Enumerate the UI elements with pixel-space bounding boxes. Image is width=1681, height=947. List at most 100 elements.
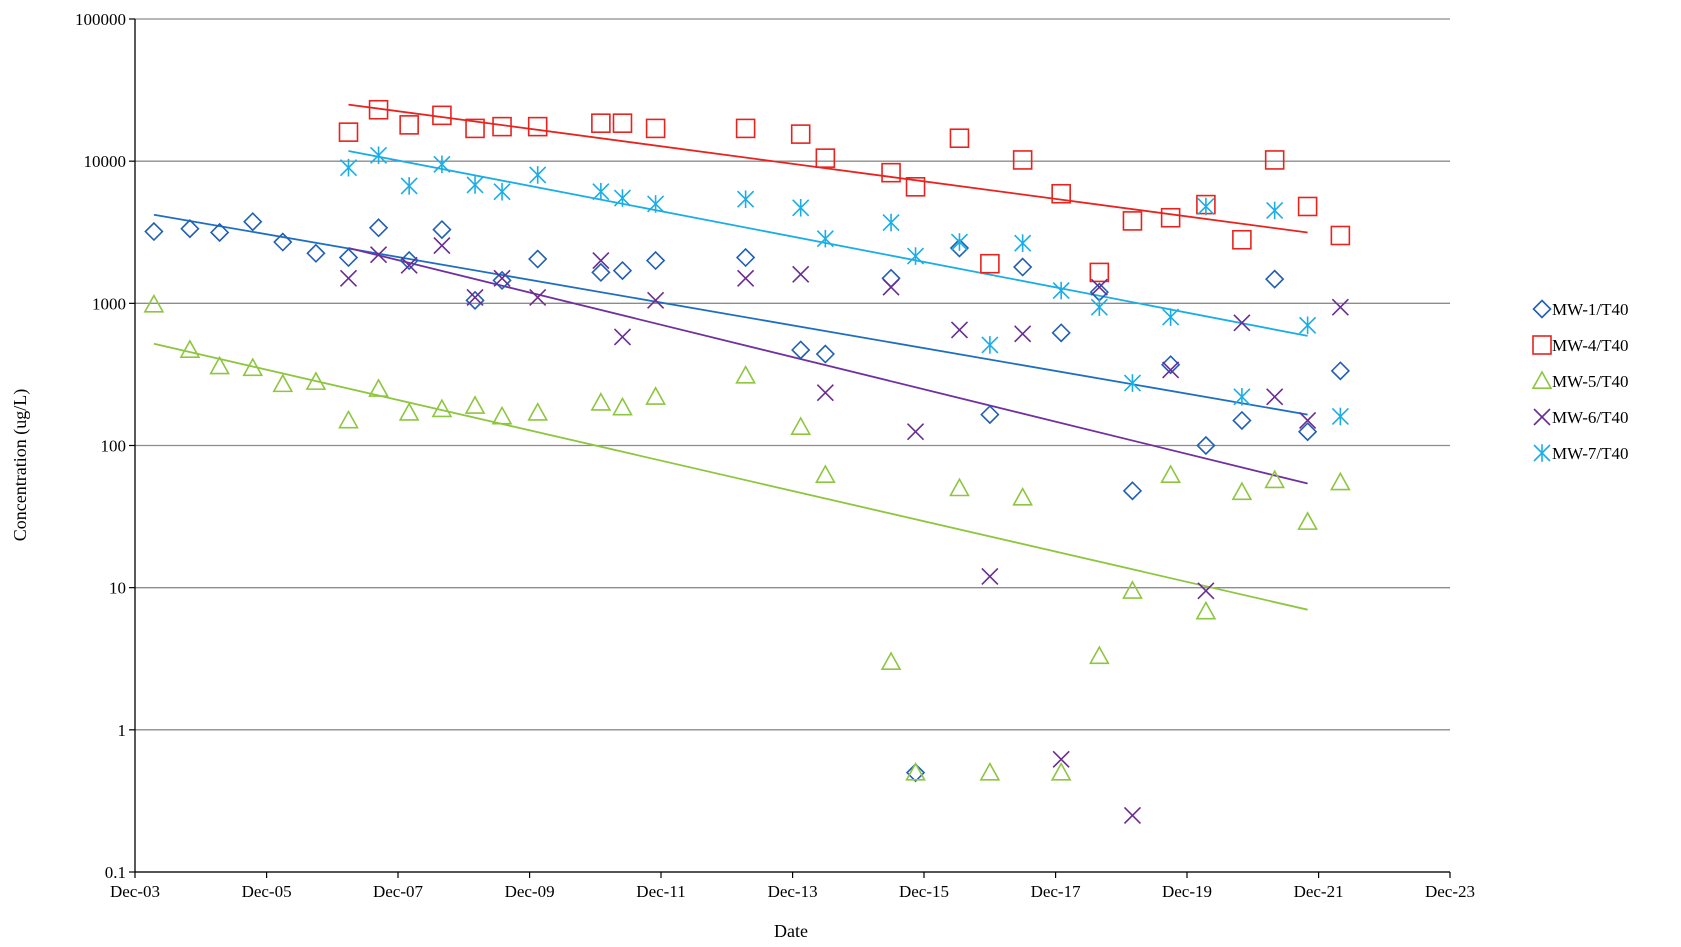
point-mw-7-t40 [737, 190, 755, 209]
y-tick-label: 100000 [75, 10, 126, 29]
point-mw-4-t40 [492, 116, 512, 137]
point-mw-6-t40 [1014, 325, 1032, 343]
point-mw-1-t40 [591, 262, 611, 283]
point-mw-1-t40 [735, 247, 756, 268]
point-mw-1-t40 [180, 219, 200, 239]
point-mw-7-t40 [339, 158, 358, 177]
point-mw-5-t40 [305, 371, 327, 390]
point-mw-7-t40 [529, 166, 547, 184]
point-mw-4-t40 [815, 148, 836, 168]
point-mw-4-t40 [645, 118, 666, 139]
legend-label: MW-4/T40 [1552, 336, 1629, 355]
point-mw-7-t40 [592, 182, 610, 201]
y-tick-label: 100 [101, 437, 127, 456]
point-mw-1-t40 [980, 404, 1000, 425]
point-mw-1-t40 [209, 222, 230, 243]
point-mw-6-t40 [1123, 806, 1142, 824]
legend-marker [1533, 408, 1551, 426]
point-mw-6-t40 [792, 265, 810, 283]
x-tick-label: Dec-17 [1031, 882, 1082, 901]
point-mw-1-t40 [1013, 257, 1033, 277]
data-points [143, 99, 1351, 824]
x-tick-label: Dec-21 [1294, 882, 1344, 901]
point-mw-1-t40 [465, 290, 485, 310]
point-mw-1-t40 [905, 762, 926, 783]
point-mw-1-t40 [368, 218, 389, 238]
point-mw-1-t40 [492, 270, 512, 291]
point-mw-1-t40 [1297, 422, 1318, 442]
trend-lines [153, 103, 1308, 611]
point-mw-7-t40 [466, 176, 484, 194]
point-mw-5-t40 [1231, 481, 1253, 501]
trend-line-mw-4-t40 [348, 103, 1308, 234]
point-mw-1-t40 [881, 268, 901, 288]
point-mw-5-t40 [1330, 471, 1351, 491]
y-axis-label: Concentration (ug/L) [10, 389, 31, 541]
point-mw-1-t40 [949, 238, 970, 258]
point-mw-6-t40 [816, 384, 834, 402]
point-mw-7-t40 [792, 198, 810, 217]
point-mw-1-t40 [1122, 481, 1143, 501]
point-mw-5-t40 [645, 386, 666, 405]
point-mw-7-t40 [1331, 407, 1349, 426]
point-mw-4-t40 [368, 99, 389, 120]
point-mw-4-t40 [1160, 207, 1181, 228]
point-mw-6-t40 [1233, 314, 1251, 332]
point-mw-1-t40 [399, 250, 419, 271]
point-mw-4-t40 [1051, 183, 1071, 204]
point-mw-6-t40 [882, 278, 900, 296]
point-mw-7-t40 [369, 146, 388, 165]
point-mw-1-t40 [273, 232, 293, 252]
point-mw-4-t40 [432, 105, 452, 126]
point-mw-5-t40 [491, 405, 513, 425]
point-mw-4-t40 [591, 113, 611, 133]
point-mw-7-t40 [1197, 197, 1215, 216]
point-mw-6-t40 [1331, 298, 1349, 316]
point-mw-1-t40 [243, 212, 263, 232]
point-mw-5-t40 [398, 402, 420, 421]
point-mw-6-t40 [1299, 411, 1317, 430]
point-mw-5-t40 [905, 761, 926, 781]
point-mw-1-t40 [528, 249, 548, 269]
point-mw-4-t40 [1089, 262, 1110, 283]
point-mw-5-t40 [1297, 511, 1318, 530]
point-mw-5-t40 [1088, 645, 1110, 665]
x-tick-label: Dec-03 [110, 882, 160, 901]
legend-label: MW-7/T40 [1552, 444, 1629, 463]
point-mw-5-t40 [1195, 600, 1217, 620]
grid-lines [135, 18, 1450, 873]
x-tick-label: Dec-15 [899, 882, 949, 901]
point-mw-6-t40 [529, 288, 547, 307]
point-mw-1-t40 [306, 243, 326, 263]
x-tick-label: Dec-13 [768, 882, 818, 901]
point-mw-4-t40 [790, 124, 811, 144]
y-tick-label: 1 [118, 721, 127, 740]
point-mw-5-t40 [814, 464, 836, 484]
point-mw-4-t40 [980, 253, 1000, 274]
point-mw-4-t40 [399, 115, 419, 135]
point-mw-5-t40 [1160, 464, 1181, 484]
point-mw-1-t40 [1330, 361, 1351, 381]
y-tick-label: 1000 [92, 294, 126, 313]
point-mw-4-t40 [1264, 150, 1285, 170]
point-mw-6-t40 [400, 256, 418, 274]
point-mw-5-t40 [949, 477, 970, 497]
point-mw-4-t40 [1232, 229, 1252, 250]
point-mw-6-t40 [1052, 750, 1070, 768]
point-mw-1-t40 [645, 250, 666, 271]
point-mw-6-t40 [493, 269, 511, 287]
point-mw-7-t40 [981, 336, 999, 354]
point-mw-1-t40 [1265, 269, 1285, 289]
point-mw-7-t40 [882, 213, 900, 232]
x-tick-label: Dec-09 [505, 882, 555, 901]
point-mw-1-t40 [144, 221, 164, 242]
x-tick-label: Dec-05 [242, 882, 292, 901]
point-mw-6-t40 [369, 246, 388, 264]
point-mw-5-t40 [431, 398, 453, 418]
legend-label: MW-5/T40 [1552, 372, 1629, 391]
x-tick-label: Dec-19 [1162, 882, 1212, 901]
point-mw-4-t40 [527, 116, 548, 137]
point-mw-4-t40 [1012, 150, 1033, 170]
point-mw-6-t40 [339, 269, 358, 287]
point-mw-5-t40 [735, 364, 756, 384]
